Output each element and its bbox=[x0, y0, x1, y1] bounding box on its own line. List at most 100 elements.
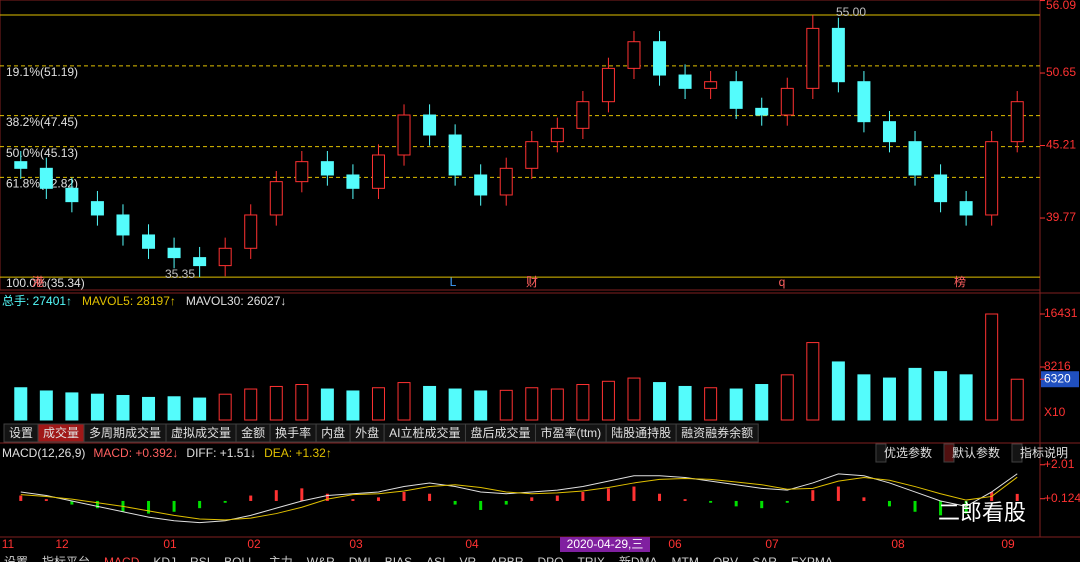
candle-body bbox=[704, 81, 718, 89]
param-button[interactable] bbox=[875, 443, 887, 463]
tab[interactable] bbox=[675, 423, 759, 443]
candle-body bbox=[397, 114, 411, 156]
candle-body bbox=[218, 247, 232, 267]
param-button-label: 指标说明 bbox=[1020, 445, 1068, 460]
watermark: 二郎看股 bbox=[938, 500, 1026, 525]
x-tick-label: 04 bbox=[465, 537, 479, 551]
macd-header: DIFF: +1.51↓ bbox=[186, 446, 256, 460]
volume-bar bbox=[601, 380, 615, 421]
x-tick-label: 11 bbox=[2, 537, 15, 551]
volume-bar bbox=[39, 390, 53, 421]
param-button[interactable] bbox=[943, 443, 955, 463]
bottom-tab[interactable]: W&R bbox=[307, 555, 335, 562]
x-tick-label: 06 bbox=[668, 537, 682, 551]
volume-bar bbox=[218, 393, 232, 421]
bottom-tab[interactable]: 指标平台 bbox=[42, 554, 90, 562]
x-tick-label: 12 bbox=[55, 537, 69, 551]
volume-bar bbox=[167, 396, 181, 421]
y-tick-label: 50.65 bbox=[1046, 65, 1076, 79]
macd-header: MACD(12,26,9) bbox=[2, 446, 85, 460]
bottom-tab[interactable]: KDJ bbox=[153, 555, 176, 562]
low-label: 35.35 bbox=[165, 267, 195, 281]
volume-bar bbox=[1010, 378, 1024, 421]
y-tick-label: 6320 bbox=[1044, 371, 1071, 385]
unit-label: X10 bbox=[1044, 405, 1066, 419]
volume-bar bbox=[244, 388, 258, 421]
candle-body bbox=[653, 41, 667, 76]
param-button-label: 默认参数 bbox=[952, 445, 1000, 460]
bottom-tab[interactable]: ASI bbox=[426, 555, 445, 562]
candle-body bbox=[320, 161, 334, 176]
volume-bar bbox=[934, 371, 948, 421]
tab-label: 设置 bbox=[9, 426, 33, 440]
bottom-tab[interactable]: 设置 bbox=[4, 555, 28, 562]
tab-label: 多周期成交量 bbox=[89, 425, 161, 440]
candle-body bbox=[780, 87, 794, 116]
y-tick-label: +2.01 bbox=[1044, 457, 1075, 471]
x-tick-label: 07 bbox=[765, 537, 779, 551]
tab-label: 成交量 bbox=[43, 425, 79, 440]
bottom-tab[interactable]: OBV bbox=[713, 555, 738, 562]
candle-body bbox=[346, 174, 360, 189]
bottom-tab[interactable]: VR bbox=[459, 555, 476, 562]
candle-body bbox=[550, 127, 564, 143]
bottom-tab[interactable]: EXPMA bbox=[791, 555, 833, 562]
bottom-tab[interactable]: 新DMA bbox=[619, 554, 658, 562]
bottom-tab[interactable]: MACD bbox=[104, 555, 140, 562]
x-tick-label: 2020-04-29,三 bbox=[567, 537, 644, 551]
param-button[interactable] bbox=[1011, 443, 1023, 463]
bottom-tab[interactable]: BOLL bbox=[224, 555, 255, 562]
candle-body bbox=[269, 181, 283, 216]
bottom-tab[interactable]: RSI bbox=[190, 555, 210, 562]
volume-bar bbox=[397, 382, 411, 421]
event-marker: 榜 bbox=[954, 274, 966, 289]
current-box bbox=[1041, 371, 1079, 388]
candle-body bbox=[959, 201, 973, 216]
macd-header: MACD: +0.392↓ bbox=[93, 446, 178, 460]
y-tick-label: 39.77 bbox=[1046, 210, 1076, 224]
volume-header: MAVOL5: 28197↑ bbox=[82, 294, 176, 308]
candle-body bbox=[678, 74, 692, 89]
candle-body bbox=[627, 41, 641, 69]
fib-label: 100.0%(35.34) bbox=[6, 276, 85, 290]
candle-body bbox=[295, 161, 309, 183]
candle-body bbox=[116, 214, 130, 236]
event-marker: q bbox=[779, 275, 786, 289]
tab-label: 陆股通持股 bbox=[611, 425, 671, 440]
volume-bar bbox=[627, 377, 641, 421]
volume-bar bbox=[474, 390, 488, 421]
x-tick-label: 01 bbox=[163, 537, 177, 551]
bottom-tab[interactable]: DMI bbox=[349, 555, 371, 562]
volume-bar bbox=[729, 388, 743, 421]
volume-bar bbox=[806, 342, 820, 421]
bottom-tab[interactable]: ARBR bbox=[490, 555, 524, 562]
candle-body bbox=[934, 174, 948, 203]
volume-bar bbox=[908, 367, 922, 421]
bottom-tab[interactable]: BIAS bbox=[385, 555, 412, 562]
param-button-label: 优选参数 bbox=[884, 445, 932, 460]
volume-bar bbox=[269, 385, 283, 421]
candle-body bbox=[39, 167, 53, 189]
volume-header: MAVOL30: 26027↓ bbox=[186, 294, 287, 308]
bottom-tab[interactable]: 主力 bbox=[269, 555, 293, 562]
event-marker: L bbox=[450, 275, 457, 289]
y-tick-label: 45.21 bbox=[1046, 138, 1076, 152]
candle-body bbox=[142, 234, 156, 249]
tab-label: 虚拟成交量 bbox=[171, 425, 231, 440]
volume-bar bbox=[193, 397, 207, 421]
candle-body bbox=[806, 27, 820, 89]
volume-bar bbox=[14, 387, 28, 421]
bottom-tab[interactable]: MTM bbox=[672, 555, 699, 562]
volume-bar bbox=[116, 394, 130, 421]
candle-body bbox=[985, 141, 999, 216]
tab-label: AI立桩成交量 bbox=[389, 425, 460, 440]
bottom-tab[interactable]: SAR bbox=[752, 555, 777, 562]
candle-body bbox=[423, 114, 437, 136]
bottom-tab[interactable]: DPO bbox=[537, 555, 563, 562]
volume-bar bbox=[371, 387, 385, 421]
y-tick-label: 16431 bbox=[1044, 306, 1078, 320]
volume-bar bbox=[525, 387, 539, 421]
bottom-tab[interactable]: TRIX bbox=[578, 555, 605, 562]
y-tick-label: +0.124 bbox=[1044, 491, 1080, 505]
volume-bar bbox=[550, 388, 564, 421]
